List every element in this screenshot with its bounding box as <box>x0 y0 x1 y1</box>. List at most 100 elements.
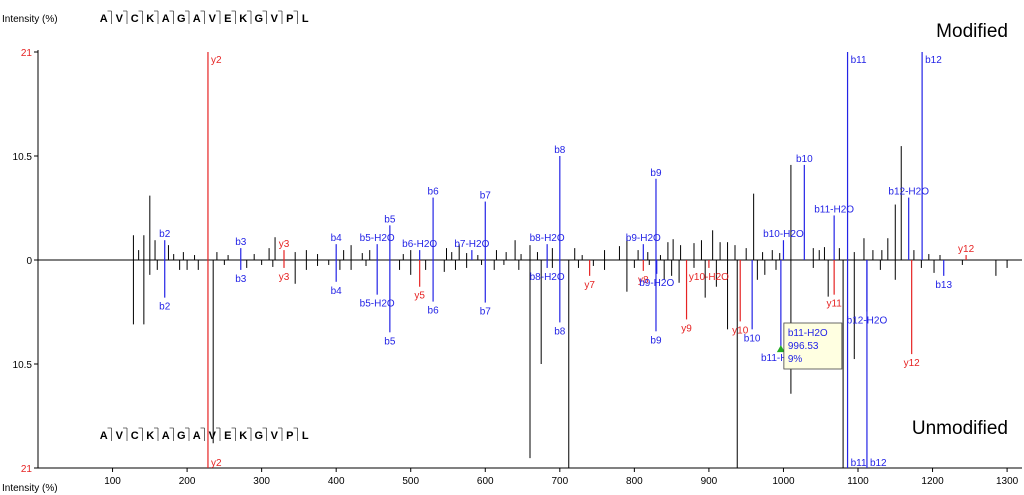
seq-top-cleavage-10 <box>262 10 267 24</box>
ion-label-bottom-b12: b12 <box>870 458 887 469</box>
modified-peaks <box>132 52 967 260</box>
x-tick-label-1100: 1100 <box>847 476 869 487</box>
seq-bottom-cleavage-0 <box>107 427 112 441</box>
ion-label-top-b6: b6 <box>428 187 440 198</box>
ylabel-bottom: Intensity (%) <box>2 483 58 494</box>
tooltip-intensity: 9% <box>788 354 803 365</box>
seq-top-cleavage-0 <box>107 10 112 24</box>
seq-bottom-residue-5: G <box>177 430 186 442</box>
ion-label-bottom-y11: y11 <box>826 299 842 310</box>
seq-top-cleavage-6 <box>200 10 205 24</box>
seq-top-residue-8: E <box>224 13 231 25</box>
ion-label-bottom-b6: b6 <box>428 306 440 317</box>
ion-label-top-b7-H2O: b7-H2O <box>454 239 489 250</box>
seq-bottom-cleavage-1 <box>123 427 128 441</box>
x-tick-label-300: 300 <box>253 476 270 487</box>
y-tick-label-4: 21 <box>21 464 33 475</box>
x-tick-label-1000: 1000 <box>772 476 795 487</box>
ion-label-bottom-b8-H2O: b8-H2O <box>530 272 565 283</box>
x-tick-label-1300: 1300 <box>996 476 1019 487</box>
ion-label-top-b10-H2O: b10-H2O <box>763 229 804 240</box>
seq-top-cleavage-8 <box>231 10 236 24</box>
ion-label-top-b4: b4 <box>331 233 343 244</box>
ion-labels: y2 b2 b3 y3 b4 b5-H2O b5 b6-H2O b6 b7-H2O b7 b8-H2O… <box>159 55 974 469</box>
seq-bottom-cleavage-9 <box>247 427 252 441</box>
seq-top-residue-0: A <box>100 13 108 25</box>
seq-bottom-residue-8: E <box>224 430 231 442</box>
seq-top-residue-3: K <box>146 13 154 25</box>
seq-bottom-residue-9: K <box>239 430 247 442</box>
seq-bottom-cleavage-2 <box>138 427 143 441</box>
ion-label-bottom-b2: b2 <box>159 302 171 313</box>
ion-label-top-b8-H2O: b8-H2O <box>530 233 565 244</box>
seq-bottom-residue-7: V <box>209 430 217 442</box>
seq-top-residue-13: L <box>302 13 309 25</box>
ion-label-bottom-b9: b9 <box>650 335 662 346</box>
ion-label-bottom-b11-H2O: b11-H2O <box>761 353 801 364</box>
seq-top-residue-11: V <box>271 13 279 25</box>
y-tick-label-2: 0 <box>26 256 32 267</box>
seq-top-cleavage-3 <box>154 10 159 24</box>
x-tick-label-700: 700 <box>551 476 568 487</box>
ion-label-bottom-y9: y9 <box>681 323 692 334</box>
ion-label-top-b2: b2 <box>159 229 171 240</box>
seq-bottom-residue-11: V <box>271 430 279 442</box>
ion-label-bottom-b11: b11 <box>851 458 867 469</box>
ion-label-bottom-b3: b3 <box>235 274 247 285</box>
ion-label-bottom-y10-H2O: y10-H2O <box>689 272 729 283</box>
seq-top-residue-10: G <box>254 13 263 25</box>
ion-label-bottom-b5-H2O: b5-H2O <box>360 299 395 310</box>
ylabel-top: Intensity (%) <box>2 14 58 25</box>
x-tick-label-1200: 1200 <box>921 476 944 487</box>
ion-label-top-b11: b11 <box>851 55 867 66</box>
seq-bottom-cleavage-5 <box>185 427 190 441</box>
ion-label-top-y12: y12 <box>958 244 975 255</box>
ion-label-bottom-y2: y2 <box>211 458 222 469</box>
seq-bottom-cleavage-6 <box>200 427 205 441</box>
seq-bottom-cleavage-8 <box>231 427 236 441</box>
y-tick-label-3: 10.5 <box>13 360 33 371</box>
seq-bottom-residue-13: L <box>302 430 309 442</box>
seq-bottom-residue-2: C <box>131 430 139 442</box>
seq-top-residue-9: K <box>239 13 247 25</box>
seq-bottom-residue-3: K <box>146 430 154 442</box>
ion-label-bottom-b9-H2O: b9-H2O <box>639 278 674 289</box>
seq-top-residue-2: C <box>131 13 139 25</box>
ion-label-top-b5: b5 <box>384 214 396 225</box>
x-tick-label-400: 400 <box>328 476 345 487</box>
ion-label-bottom-y3: y3 <box>279 272 290 283</box>
seq-bottom-residue-0: A <box>100 430 108 442</box>
seq-bottom-residue-10: G <box>254 430 263 442</box>
ion-label-bottom-y7: y7 <box>584 280 595 291</box>
seq-bottom-cleavage-10 <box>262 427 267 441</box>
ion-label-top-b5-H2O: b5-H2O <box>360 233 395 244</box>
seq-top-cleavage-12 <box>293 10 298 24</box>
seq-bottom-cleavage-12 <box>293 427 298 441</box>
peak-tooltip: b11-H2O 996.53 9% <box>776 322 843 370</box>
ion-label-bottom-b8: b8 <box>554 326 566 337</box>
ion-label-bottom-y8: y8 <box>638 275 649 286</box>
ion-label-bottom-y5: y5 <box>414 291 425 302</box>
ion-label-top-b9-H2O: b9-H2O <box>626 233 661 244</box>
seq-top-cleavage-11 <box>278 10 283 24</box>
ion-label-top-y2: y2 <box>211 55 222 66</box>
seq-top-residue-4: A <box>162 13 170 25</box>
x-tick-label-500: 500 <box>402 476 419 487</box>
tooltip-box <box>783 322 843 370</box>
ion-label-bottom-b10: b10 <box>744 333 761 344</box>
seq-bottom-residue-4: A <box>162 430 170 442</box>
ion-label-bottom-b7: b7 <box>480 307 492 318</box>
seq-top-cleavage-5 <box>185 10 190 24</box>
tooltip-mz: 996.53 <box>788 341 819 352</box>
seq-top-cleavage-1 <box>123 10 128 24</box>
ion-label-top-y3: y3 <box>279 239 290 250</box>
axes: 100 200 300 400 500 600 700 800 900 1000 1100 1200 1… <box>13 48 1022 487</box>
ion-label-bottom-b5: b5 <box>384 336 396 347</box>
seq-top-cleavage-2 <box>138 10 143 24</box>
y-tick-label-0: 21 <box>21 48 33 59</box>
seq-bottom-cleavage-11 <box>278 427 283 441</box>
ion-label-bottom-y12: y12 <box>904 358 921 369</box>
